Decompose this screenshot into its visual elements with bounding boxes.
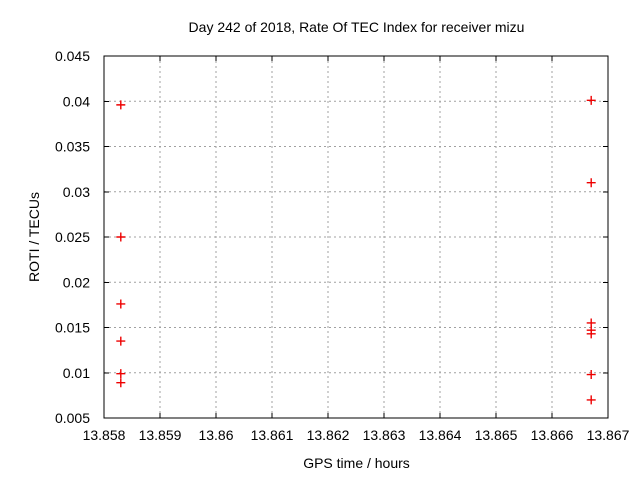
data-point-marker	[116, 378, 126, 388]
x-tick-label: 13.866	[531, 427, 574, 443]
x-tick-label: 13.863	[363, 427, 406, 443]
data-point-marker	[116, 100, 126, 110]
x-tick-label: 13.861	[251, 427, 294, 443]
y-tick-label: 0.025	[55, 229, 90, 245]
y-tick-label: 0.01	[63, 365, 90, 381]
x-tick-label: 13.86	[198, 427, 233, 443]
y-tick-label: 0.045	[55, 48, 90, 64]
y-tick-label: 0.015	[55, 320, 90, 336]
data-point-marker	[116, 299, 126, 309]
y-tick-label: 0.02	[63, 274, 90, 290]
data-point-marker	[116, 369, 126, 379]
x-tick-label: 13.862	[307, 427, 350, 443]
y-axis-label: ROTI / TECUs	[26, 192, 42, 282]
chart-title: Day 242 of 2018, Rate Of TEC Index for r…	[188, 19, 525, 35]
y-tick-label: 0.04	[63, 93, 90, 109]
x-tick-label: 13.859	[139, 427, 182, 443]
data-point-marker	[586, 395, 596, 405]
x-tick-label: 13.867	[587, 427, 630, 443]
x-tick-label: 13.858	[83, 427, 126, 443]
y-tick-label: 0.035	[55, 139, 90, 155]
y-tick-label: 0.005	[55, 410, 90, 426]
data-point-marker	[586, 370, 596, 380]
data-point-marker	[116, 336, 126, 346]
x-tick-label: 13.864	[419, 427, 462, 443]
x-axis-label: GPS time / hours	[303, 455, 410, 471]
data-point-marker	[586, 178, 596, 188]
y-tick-label: 0.03	[63, 184, 90, 200]
data-point-marker	[116, 232, 126, 242]
x-tick-label: 13.865	[475, 427, 518, 443]
data-point-marker	[586, 329, 596, 339]
data-point-marker	[586, 95, 596, 105]
